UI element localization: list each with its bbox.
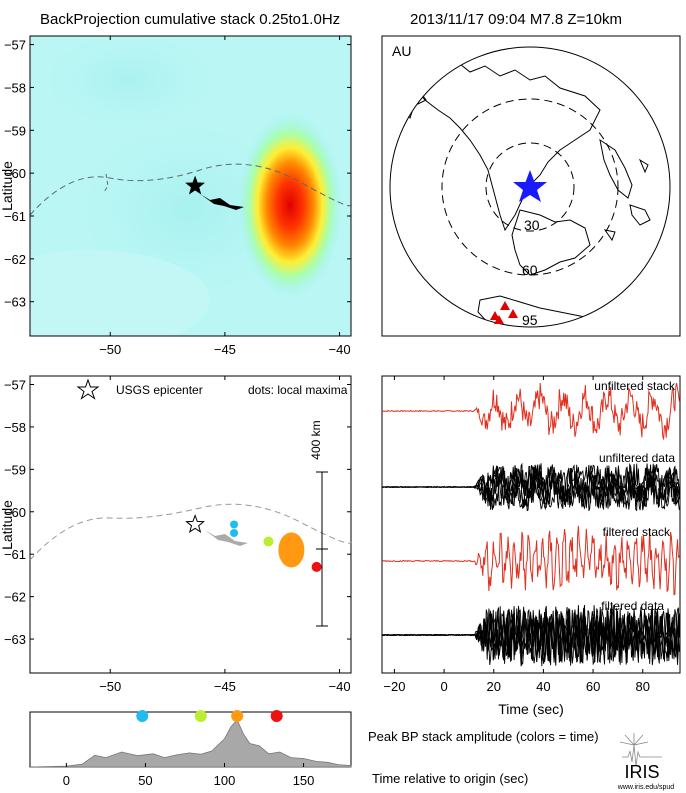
amplitude-panel: 0 50 100 150 Peak BP stack amplitude (color…	[29, 710, 599, 788]
maxima-dot	[230, 520, 239, 529]
x-tick-label: 40	[536, 679, 550, 694]
event-info: 2013/11/17 09:04 M7.8 Z=10km	[410, 11, 622, 28]
iris-logo: IRIS www.iris.edu/spud	[617, 733, 675, 791]
seismogram-traces	[382, 382, 680, 667]
epicenter-star-outline	[185, 514, 205, 533]
station-markers	[490, 301, 518, 324]
globe-outline	[389, 46, 671, 328]
amplitude-area	[29, 719, 352, 768]
y-tick-label: −57	[4, 377, 26, 392]
x-tick-label: −50	[99, 342, 121, 357]
globe-panel: AU 30 60 95	[381, 35, 681, 337]
y-tick-label: −60	[4, 166, 26, 181]
y-tick-label: −62	[4, 252, 26, 267]
scale-bar: 400 km	[309, 420, 328, 627]
x-tick-label: −20	[383, 679, 405, 694]
logo-seismogram-icon	[619, 733, 662, 767]
seismogram-xlabel: Time (sec)	[498, 701, 564, 717]
seismogram-axes: −20 0 20 40 60 80	[383, 376, 650, 694]
y-tick-label: −59	[4, 123, 26, 138]
plate-boundary	[29, 503, 352, 561]
y-tick-label: −63	[4, 295, 26, 310]
x-tick-label: −45	[214, 342, 236, 357]
ring-label-95: 95	[522, 312, 538, 328]
legend-maxima-label: dots: local maxima	[248, 383, 348, 397]
islands-outline-gray	[205, 530, 248, 546]
trace-label-filtered-stack: filtered stack	[603, 525, 671, 539]
scale-bar-label: 400 km	[309, 420, 323, 459]
x-tick-label: 80	[636, 679, 650, 694]
x-tick-label: −50	[99, 679, 121, 694]
x-tick-label: 150	[293, 773, 315, 788]
maxima-dot	[263, 536, 274, 547]
stack-map-ylabel: Latitude	[0, 161, 15, 211]
x-tick-label: −40	[329, 679, 351, 694]
amplitude-caption: Peak BP stack amplitude (colors = time)	[368, 729, 599, 744]
time-marker	[231, 710, 244, 722]
trace-filtered-stack	[382, 525, 680, 596]
amplitude-xlabel: Time relative to origin (sec)	[372, 771, 528, 786]
time-marker	[270, 710, 283, 722]
y-tick-label: −61	[4, 209, 26, 224]
y-tick-label: −60	[4, 505, 26, 520]
stack-map-frame	[29, 35, 352, 337]
trace-label-filtered-data: filtered data	[601, 599, 664, 613]
logo-name: IRIS	[624, 762, 659, 782]
network-label: AU	[392, 43, 411, 59]
y-tick-label: −63	[4, 632, 26, 647]
maxima-dot	[278, 532, 305, 568]
x-tick-label: −40	[329, 342, 351, 357]
x-tick-label: 0	[440, 679, 447, 694]
seismogram-panel: unfiltered stack unfiltered data filtere…	[381, 375, 681, 717]
x-tick-label: −45	[214, 679, 236, 694]
y-tick-label: −58	[4, 420, 26, 435]
logo-url: www.iris.edu/spud	[617, 784, 675, 791]
trace-label-unfiltered-data: unfiltered data	[599, 451, 675, 465]
trace-filtered-data	[382, 605, 680, 667]
ring-label-60: 60	[522, 262, 538, 278]
y-tick-label: −58	[4, 80, 26, 95]
x-tick-label: 0	[63, 773, 70, 788]
maxima-dot	[230, 528, 239, 537]
y-tick-label: −57	[4, 38, 26, 53]
ring-label-30: 30	[524, 217, 540, 233]
time-marker	[136, 710, 149, 722]
ring-30	[485, 142, 575, 232]
trace-unfiltered-data	[382, 465, 680, 512]
trace-label-unfiltered-stack: unfiltered stack	[594, 379, 676, 393]
epicenter-star	[185, 175, 205, 195]
maxima-map-marks	[185, 514, 322, 572]
trace-unfiltered-stack	[382, 382, 680, 440]
ring-60	[441, 98, 619, 276]
stack-map-marks	[185, 175, 205, 195]
y-tick-label: −62	[4, 590, 26, 605]
x-tick-label: 100	[214, 773, 236, 788]
maxima-map-axes: −50 −45 −40 −57 −58 −59 −60 −61 −62 −63	[4, 376, 351, 694]
legend-epicenter-label: USGS epicenter	[116, 383, 203, 397]
legend-epicenter-star	[76, 378, 100, 400]
figure-title: BackProjection cumulative stack 0.25to1.…	[40, 11, 340, 28]
x-tick-label: 60	[586, 679, 600, 694]
islands-outline	[200, 194, 244, 210]
trace-filtered-data	[382, 605, 680, 663]
time-marker	[194, 710, 207, 722]
stack-map-axes: −50 −45 −40 −57 −58 −59 −60 −61 −62 −63	[4, 36, 351, 357]
y-tick-label: −61	[4, 547, 26, 562]
maxima-map-panel: −50 −45 −40−57−58−59−60−61−62−63 Latitude …	[0, 375, 352, 694]
maxima-dot	[311, 561, 322, 572]
stack-heatmap	[30, 36, 351, 336]
x-tick-label: 50	[138, 773, 152, 788]
amplitude-plot: 0 50 100 150	[29, 710, 352, 788]
stack-map-panel: −50 −45 −40 −57 −58 −59 −60 −61 −62 −63 Latitude	[0, 35, 352, 357]
maxima-map-ylabel: Latitude	[0, 500, 15, 550]
epicenter-star-globe	[513, 170, 547, 202]
x-tick-label: 20	[487, 679, 501, 694]
y-tick-label: −59	[4, 462, 26, 477]
trace-unfiltered-data	[382, 463, 680, 510]
